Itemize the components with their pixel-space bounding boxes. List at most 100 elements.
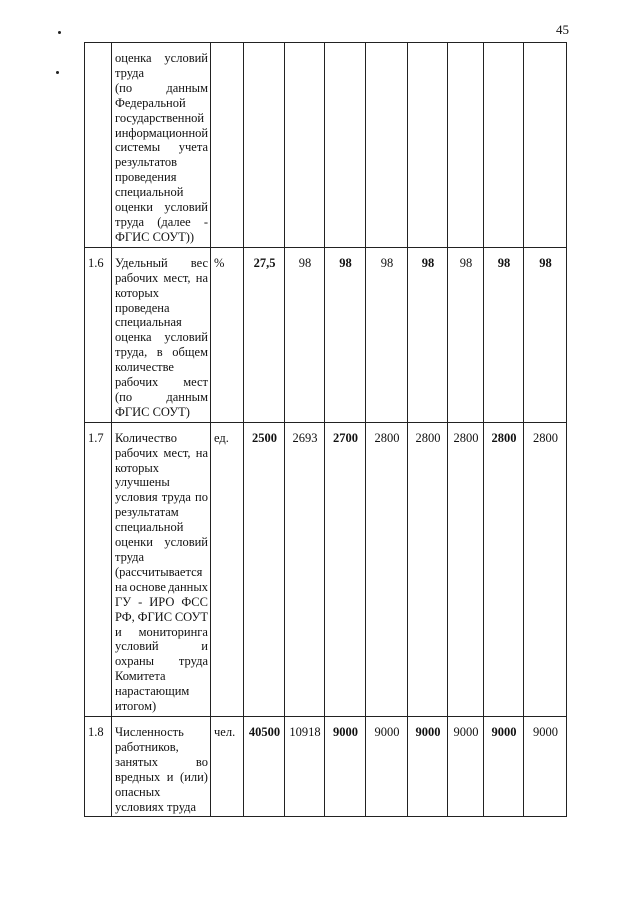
description-word: и [201, 639, 208, 654]
description-line: рабочих мест, на [115, 446, 208, 461]
description-line: труда [115, 550, 145, 564]
description-line: РФ, ФГИС СОУТ [115, 610, 208, 625]
description-line: оценка условий [115, 51, 208, 66]
description-line: системы учета [115, 140, 208, 155]
indicator-description: оценка условий труда (по данным Федеральной го… [111, 42, 211, 248]
description-word: условий [164, 535, 208, 550]
value-cell: 9000 [324, 715, 366, 818]
description-word: рабочих [115, 445, 159, 460]
value-cell: 98 [447, 246, 484, 423]
description-word: - [138, 594, 143, 609]
description-line: (по данным [115, 390, 208, 405]
indicator-description: Количество рабочих мест, на которых улучшены у… [111, 421, 211, 717]
description-line: охраны труда [115, 654, 208, 669]
description-word: по [195, 490, 208, 505]
value-cell: 98 [284, 246, 325, 423]
unit: ед. [210, 421, 244, 717]
description-word: - [203, 214, 208, 229]
value-cell [284, 42, 325, 248]
value-cell [447, 42, 484, 248]
description-word: на [115, 579, 128, 594]
description-line: которых [115, 285, 159, 300]
description-line: результатам [115, 505, 179, 520]
description-line: условия труда по [115, 490, 208, 505]
description-word: в [156, 345, 163, 360]
description-word: учета [178, 140, 208, 155]
description-line: рабочих мест [115, 375, 208, 390]
indicators-table: оценка условий труда (по данным Федеральной го… [84, 42, 567, 818]
unit: чел. [210, 715, 244, 818]
value-cell: 9000 [483, 715, 524, 818]
indicator-description: Численность работников, занятых во вредных и (… [111, 715, 211, 818]
description-word: труда [178, 654, 208, 669]
description-line: условиях труда [115, 799, 197, 814]
value-cell [407, 42, 448, 248]
value-cell: 2700 [324, 421, 366, 717]
description-line: информационной [115, 125, 209, 140]
description-word: ИРО [149, 594, 175, 609]
description-word: труда [161, 490, 191, 505]
description-word: на [195, 445, 208, 460]
value-cell: 98 [365, 246, 408, 423]
description-word: оценка [115, 51, 152, 65]
value-cell: 98 [324, 246, 366, 423]
value-cell: 98 [407, 246, 448, 423]
value-cell: 98 [523, 246, 567, 423]
description-word: труда, [115, 345, 148, 360]
description-word: условий [164, 330, 208, 345]
description-line: Федеральной [115, 95, 186, 110]
description-line: занятых во [115, 755, 208, 770]
description-word: оценки [115, 535, 153, 550]
description-line: труда [115, 65, 145, 80]
unit: % [210, 246, 244, 423]
value-cell [365, 42, 408, 248]
description-word: мест, [163, 270, 191, 285]
description-word: вредных [115, 769, 161, 784]
description-line: работников, [115, 739, 179, 754]
description-word: РФ, [115, 609, 135, 624]
description-word: и [166, 769, 174, 784]
description-line: ФГИС СОУТ)) [115, 229, 195, 244]
description-word: общем [172, 345, 208, 360]
description-line: проведения [115, 170, 177, 185]
value-cell: 9000 [365, 715, 408, 818]
value-cell [324, 42, 366, 248]
description-word: мест [183, 375, 208, 390]
description-line: труда, в общем [115, 345, 208, 360]
value-cell: 9000 [447, 715, 484, 818]
value-cell: 98 [483, 246, 524, 423]
description-line: рабочих мест, на [115, 271, 208, 286]
description-word: мониторинга [138, 624, 208, 639]
value-cell: 9000 [407, 715, 448, 818]
description-word: рабочих [115, 375, 159, 390]
table-row: 1.8 Численность работников, занятых во вредны… [84, 715, 567, 818]
row-number: 1.7 [84, 421, 112, 717]
description-word: (далее [157, 214, 191, 229]
description-word: ФСС [181, 594, 208, 609]
description-line: (рассчитывается [115, 564, 203, 579]
description-word: ГУ [115, 594, 132, 609]
description-word: охраны [115, 654, 155, 669]
description-line: проведена [115, 300, 170, 315]
description-line: специальная [115, 315, 182, 330]
value-cell [523, 42, 567, 248]
table-row: 1.6 Удельный вес рабочих мест, на которых прове… [84, 246, 567, 423]
description-line: Численность [115, 724, 184, 739]
description-word: СОУТ [174, 609, 208, 624]
value-cell: 2500 [243, 421, 285, 717]
value-cell: 2693 [284, 421, 325, 717]
description-word: мест, [163, 445, 191, 460]
description-word: и [115, 624, 122, 639]
description-line: специальной [115, 520, 184, 535]
description-word: условий [164, 51, 208, 65]
scan-speck [56, 71, 59, 74]
description-word: (по [115, 80, 133, 95]
description-word: (по [115, 389, 133, 404]
description-word: условий [164, 200, 208, 215]
description-word: данным [166, 80, 208, 95]
table-row: оценка условий труда (по данным Федеральной го… [84, 42, 567, 248]
value-cell: 2800 [365, 421, 408, 717]
unit [210, 42, 244, 248]
description-line: труда (далее - [115, 215, 208, 230]
description-word: вес [190, 255, 208, 270]
